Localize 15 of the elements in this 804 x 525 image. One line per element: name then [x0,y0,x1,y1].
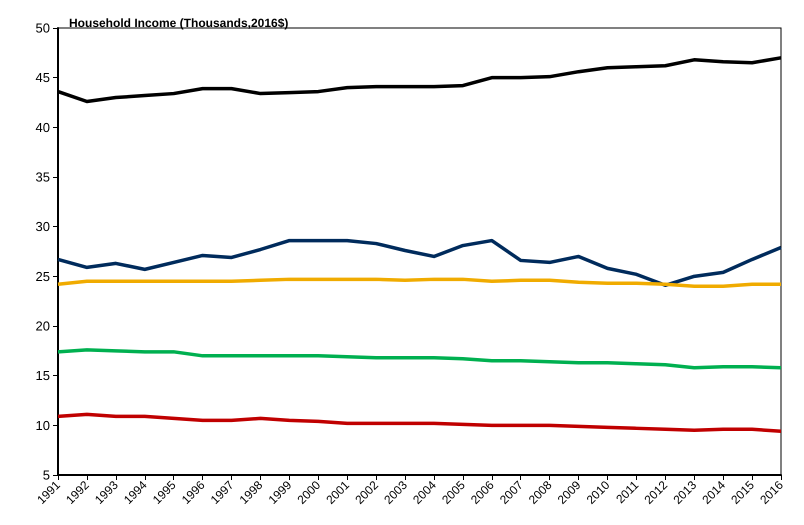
y-tick-label: 45 [36,70,50,86]
y-tick-label: 10 [36,418,50,433]
line-series [56,412,783,434]
y-tick-label: 25 [36,268,50,284]
line-series [56,238,783,288]
chart-title: Household Income (Thousands,2016$) [69,16,288,30]
y-tick-label: 15 [36,368,50,384]
y-tick-label: 50 [36,20,50,36]
y-tick-label: 5 [42,468,50,482]
y-tick-label: 20 [36,318,50,334]
line-series [56,278,783,288]
y-tick-label: 35 [36,170,50,184]
line-series [56,348,783,370]
y-tick-label: 30 [36,219,50,234]
y-tick-label: 40 [36,120,50,135]
